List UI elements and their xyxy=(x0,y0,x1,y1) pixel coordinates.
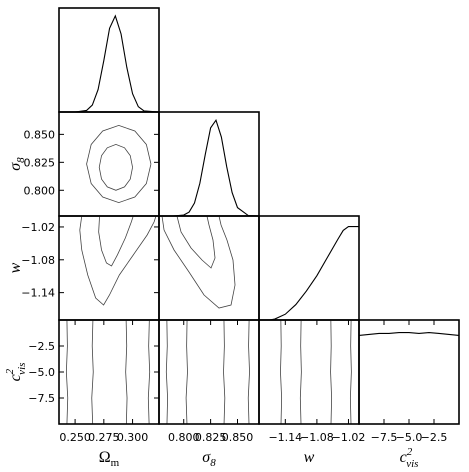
x-axis-label: Ωm xyxy=(99,449,120,469)
y-tick-label: −1.14 xyxy=(21,287,55,300)
label-superscript: 2 xyxy=(4,368,16,374)
contour-line xyxy=(165,319,169,425)
x-tick-label: 0.300 xyxy=(117,431,149,444)
y-axis-label: c2vis xyxy=(4,363,28,382)
panel-frame xyxy=(58,319,160,425)
x-tick-label: −1.02 xyxy=(332,431,366,444)
contour-line xyxy=(330,319,333,425)
contour-line xyxy=(98,144,133,191)
contour-line xyxy=(280,319,283,425)
x-axis-label: σ8 xyxy=(202,449,216,469)
contour-line xyxy=(185,319,188,425)
panel-frame xyxy=(58,7,160,113)
density-line xyxy=(159,118,260,217)
x-tick-label: 0.825 xyxy=(195,431,227,444)
y-tick-label: −1.02 xyxy=(21,221,55,234)
x-axis-label: w xyxy=(304,449,315,466)
x-tick-label: 0.250 xyxy=(59,431,91,444)
y-axis-label: w xyxy=(7,262,24,273)
panel-frame xyxy=(258,215,360,321)
density-line xyxy=(358,331,460,336)
contour-line xyxy=(65,319,69,425)
contour-line xyxy=(147,319,151,425)
y-tick-label: −7.5 xyxy=(28,392,55,405)
y-axis-label: σ8 xyxy=(7,157,27,171)
y-tick-label: 0.800 xyxy=(24,184,56,197)
contour-line xyxy=(91,319,94,425)
label-subscript: vis xyxy=(16,363,28,375)
panel-frame xyxy=(258,319,360,425)
x-axis-label: c2 vis xyxy=(400,446,419,470)
label-superscript: 2 xyxy=(407,446,413,458)
contour-line xyxy=(125,319,128,425)
label-symbol: σ xyxy=(202,449,211,466)
x-tick-label: 0.850 xyxy=(222,431,254,444)
panel-frame xyxy=(358,319,460,425)
label-symbol: w xyxy=(304,449,315,466)
label-subscript: m xyxy=(111,457,120,469)
label-subscript: vis xyxy=(406,458,418,470)
y-tick-label: −2.5 xyxy=(28,340,55,353)
label-subscript: 8 xyxy=(210,457,216,469)
x-tick-label: −5.0 xyxy=(396,431,423,444)
label-subscript: 8 xyxy=(15,157,27,163)
y-tick-label: 0.825 xyxy=(24,156,56,169)
contour-line xyxy=(86,124,152,204)
label-symbol: Ω xyxy=(99,449,111,466)
contour-line xyxy=(79,215,157,306)
contour-line xyxy=(247,319,250,425)
y-tick-label: −5.0 xyxy=(28,366,55,379)
x-tick-label: −2.5 xyxy=(421,431,448,444)
contour-line xyxy=(349,319,352,425)
density-line xyxy=(59,14,160,113)
contour-line xyxy=(299,319,302,425)
panel-frame xyxy=(158,319,260,425)
contour-line xyxy=(161,215,236,309)
x-tick-label: −1.14 xyxy=(268,431,302,444)
contour-line xyxy=(223,319,226,425)
contour-line xyxy=(176,215,216,269)
density-line xyxy=(259,226,359,321)
label-symbol: c xyxy=(400,449,407,466)
panel-frame xyxy=(158,215,260,321)
x-tick-label: −1.08 xyxy=(300,431,334,444)
y-tick-label: −1.08 xyxy=(21,254,55,267)
label-symbol: c xyxy=(7,374,24,381)
panel-frame xyxy=(158,111,260,217)
x-tick-label: −7.5 xyxy=(371,431,398,444)
y-tick-label: 0.850 xyxy=(24,128,56,141)
label-symbol: σ xyxy=(7,162,24,171)
label-symbol: w xyxy=(7,262,24,273)
x-tick-label: 0.275 xyxy=(88,431,120,444)
x-tick-label: 0.800 xyxy=(168,431,200,444)
panel-frame xyxy=(58,215,160,321)
contour-line xyxy=(98,215,134,267)
panel-frame xyxy=(58,111,160,217)
